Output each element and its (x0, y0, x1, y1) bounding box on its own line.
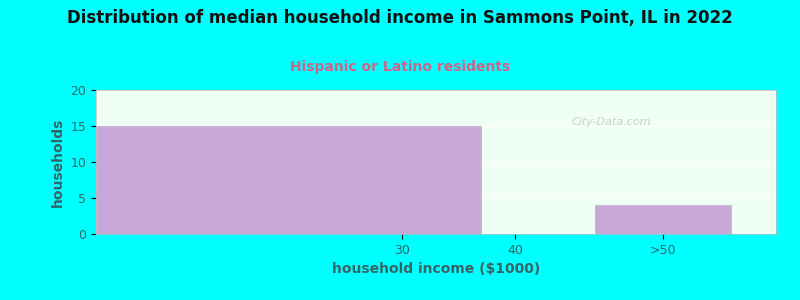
Y-axis label: households: households (51, 117, 65, 207)
Text: Distribution of median household income in Sammons Point, IL in 2022: Distribution of median household income … (67, 9, 733, 27)
Text: City-Data.com: City-Data.com (572, 117, 651, 127)
Bar (96, 126, 482, 234)
Bar (594, 205, 730, 234)
X-axis label: household income ($1000): household income ($1000) (332, 262, 540, 276)
Text: Hispanic or Latino residents: Hispanic or Latino residents (290, 60, 510, 74)
